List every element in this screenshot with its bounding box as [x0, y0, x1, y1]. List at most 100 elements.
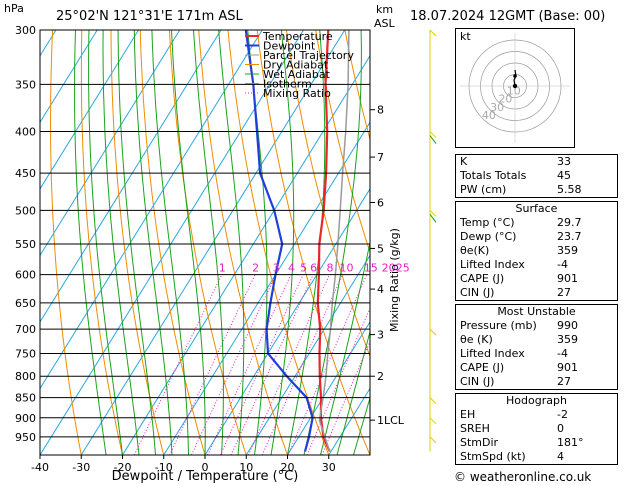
wet-adiabat-line	[336, 329, 370, 455]
mixing-ratio-label: 5	[300, 262, 307, 275]
mixing-ratio-label: 15	[364, 262, 378, 275]
pressure-tick-label: 350	[15, 78, 36, 91]
wind-barb	[429, 131, 437, 138]
mixing-ratio-label: 8	[326, 262, 333, 275]
hodograph: kt 10 20 30 40	[455, 28, 575, 148]
wind-barb	[429, 417, 437, 425]
mixing-ratio-line	[287, 274, 368, 455]
pressure-tick-label: 400	[15, 126, 36, 139]
totals-row: Totals Totals 45	[460, 169, 571, 182]
mixing-ratio-label: 2	[252, 262, 259, 275]
x-tick-label: -40	[31, 461, 49, 474]
hodograph-marker	[512, 83, 518, 89]
pressure-tick-label: 800	[15, 370, 36, 383]
hodograph-ring-label: 10	[507, 84, 521, 97]
asl-label: ASL	[374, 17, 396, 30]
mixing-ratio-label: 10	[339, 262, 353, 275]
pressure-tick-label: 650	[15, 297, 36, 310]
mixing-ratio-label: 25	[396, 262, 410, 275]
indices-block: K 33 Totals Totals 45 PW (cm) 5.58	[455, 154, 618, 198]
km-tick-label: 2	[377, 370, 384, 383]
km-tick-label: 4	[377, 283, 384, 296]
datetime-title: 18.07.2024 12GMT (Base: 00)	[410, 9, 605, 24]
hodograph-ring-label: 30	[490, 101, 504, 114]
isotherm-line	[0, 30, 15, 455]
wind-barb	[429, 436, 437, 444]
x-tick-label: 30	[322, 461, 336, 474]
wind-barb	[429, 397, 437, 404]
mu-li-row: Lifted Index -4	[460, 347, 568, 360]
stmspd-row: StmSpd (kt) 4	[460, 450, 564, 463]
km-tick-label: 3	[377, 329, 384, 342]
wet-adiabat-line	[88, 30, 123, 455]
hodograph-ring-label: 20	[498, 93, 512, 106]
dry-adiabat-line	[80, 30, 123, 455]
wind-barb	[429, 29, 437, 37]
mixing-ratio-line	[219, 274, 304, 455]
surface-block: Surface Temp (°C) 29.7 Dewp (°C) 23.7 θe(K…	[455, 201, 618, 301]
wind-barb	[429, 328, 437, 336]
legend-label: Parcel Trajectory	[263, 49, 354, 62]
km-tick-label: 1LCL	[377, 414, 405, 427]
pressure-tick-label: 950	[15, 431, 36, 444]
mu-thetae-row: θe (K) 359	[460, 333, 578, 346]
mixing-ratio-label: 20	[382, 262, 396, 275]
pw-row: PW (cm) 5.58	[460, 183, 582, 196]
hodograph-trace	[513, 69, 517, 87]
mixing-ratio-line	[169, 274, 256, 455]
pressure-tick-label: 850	[15, 392, 36, 405]
wet-adiabat-line	[151, 30, 189, 455]
mu-pressure-row: Pressure (mb) 990	[460, 319, 578, 332]
mixing-ratio-label: 4	[288, 262, 295, 275]
sreh-row: SREH 0	[460, 422, 564, 435]
pressure-tick-label: 700	[15, 323, 36, 336]
km-tick-label: 7	[377, 151, 384, 164]
wind-barb	[429, 209, 437, 217]
pressure-tick-label: 500	[15, 204, 36, 217]
pressure-tick-label: 300	[15, 24, 36, 37]
km-tick-label: 8	[377, 104, 384, 117]
wind-barb-accent	[429, 214, 437, 223]
stmdir-row: StmDir 181°	[460, 436, 584, 449]
x-tick-label: 10	[239, 461, 253, 474]
surface-dewp-row: Dewp (°C) 23.7	[460, 230, 582, 243]
dry-adiabat-line	[49, 30, 82, 455]
isotherm-line	[287, 320, 370, 455]
eh-row: EH -2	[460, 408, 568, 421]
legend-label: Wet Adiabat	[263, 68, 331, 81]
wind-barb-accent	[429, 135, 437, 144]
isotherm-line	[40, 30, 181, 257]
mixing-ratio-line	[247, 274, 330, 455]
legend-label: Dry Adiabat	[263, 59, 329, 72]
surface-cin-row: CIN (J) 27	[460, 286, 571, 299]
surface-cape-row: CAPE (J) 901	[460, 272, 578, 285]
km-tick-label: 6	[377, 196, 384, 209]
surface-thetae-row: θe(K) 359	[460, 244, 578, 257]
isotherm-line	[204, 187, 370, 455]
x-tick-label: -30	[72, 461, 90, 474]
legend-label: Mixing Ratio	[263, 87, 331, 100]
mixing-ratio-axis-label: Mixing Ratio (g/kg)	[388, 228, 401, 332]
x-tick-label: -10	[155, 461, 173, 474]
isotherm-line	[163, 121, 370, 455]
wet-adiabat-line	[193, 30, 224, 455]
most-unstable-block: Most Unstable Pressure (mb) 990 θe (K) 359…	[455, 304, 618, 390]
x-tick-label: 0	[202, 461, 209, 474]
k-row: K 33	[460, 155, 571, 168]
surface-li-row: Lifted Index -4	[460, 258, 568, 271]
legend-label: Temperature	[262, 30, 333, 43]
x-axis-label: Dewpoint / Temperature (°C)	[112, 469, 299, 484]
hodograph-stats-block: Hodograph EH -2 SREH 0 StmDir 181° StmSpd (…	[455, 393, 618, 465]
legend-label: Isotherm	[263, 78, 312, 91]
pressure-unit: hPa	[4, 2, 24, 15]
isotherm-line	[40, 30, 139, 190]
mu-cin-row: CIN (J) 27	[460, 375, 571, 388]
hodograph-unit: kt	[460, 30, 471, 43]
pressure-tick-label: 900	[15, 412, 36, 425]
hodograph-ring-label: 40	[482, 109, 496, 122]
mixing-ratio-line	[261, 274, 343, 455]
most-unstable-title: Most Unstable	[497, 305, 576, 318]
mixing-ratio-label: 1	[219, 262, 226, 275]
hodograph-marker	[513, 74, 517, 78]
